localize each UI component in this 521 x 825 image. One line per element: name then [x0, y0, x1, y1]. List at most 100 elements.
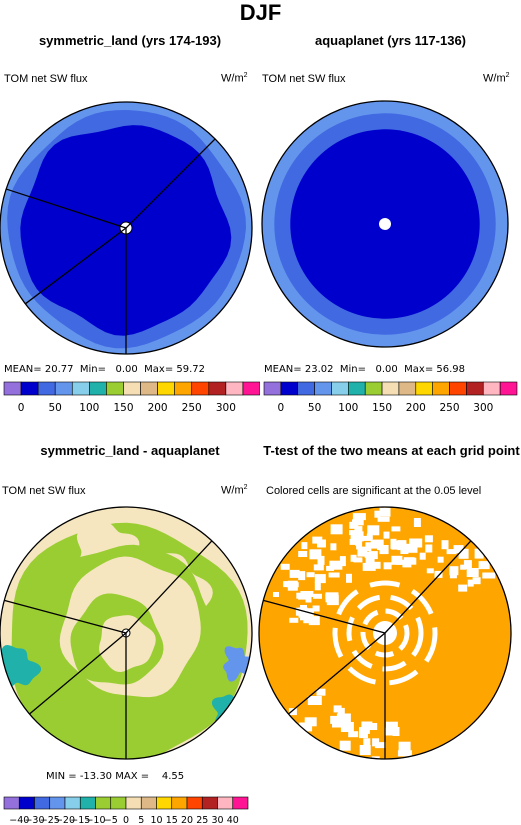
- p1-colorbar-label-10: 250: [182, 402, 202, 414]
- p3-colorbar-label-9: 10: [150, 815, 162, 825]
- p3-colorbar-box-10: [156, 796, 173, 810]
- p4-nonsig-cell: [289, 569, 300, 578]
- p4-nonsig-cell: [365, 723, 378, 730]
- p4-nonsig-ring-2: [332, 580, 438, 686]
- p4-nonsig-cell: [298, 551, 308, 557]
- p4-nonsig-cell: [425, 544, 433, 553]
- panel4-title: T-test of the two means at each grid poi…: [263, 443, 520, 458]
- p2-colorbar-label-4: 100: [338, 402, 358, 414]
- p4-nonsig-cell: [273, 592, 279, 597]
- panel2-stats: MEAN= 23.02 Min= 0.00 Max= 56.98: [264, 364, 466, 375]
- panel2-title: aquaplanet (yrs 117-136): [314, 33, 467, 48]
- p4-nonsig-cell: [348, 731, 359, 738]
- p3-colorbar-box-1: [18, 796, 35, 810]
- p4-nonsig-cell: [364, 552, 377, 558]
- p4-nonsig-cell: [372, 738, 380, 747]
- p4-nonsig-cell: [379, 548, 388, 555]
- p1-colorbar-label-12: 300: [216, 402, 236, 414]
- p1-map-border: [0, 101, 253, 355]
- p4-nonsig-cell: [349, 538, 361, 545]
- p1-colorbar-box-5: [89, 381, 107, 396]
- p4-nonsig-cell: [350, 531, 364, 542]
- panel3-stats: MIN = -13.30 MAX = 4.55: [46, 771, 185, 782]
- p3-colorbar-label-8: 5: [138, 815, 144, 825]
- p3-colorbar-label-3: −20: [55, 815, 75, 825]
- p2-colorbar-box-1: [280, 381, 299, 396]
- p2-colorbar-box-10: [432, 381, 450, 396]
- p4-nonsig-cell: [330, 715, 344, 724]
- p4-nonsig-cell: [413, 518, 421, 527]
- p4-nonsig-cell: [392, 727, 400, 736]
- p4-nonsig-cell: [424, 535, 433, 543]
- p2-pole: [379, 218, 391, 230]
- p4-nonsig-cell: [441, 540, 449, 550]
- p4-nonsig-cell: [299, 607, 308, 618]
- figure-title: DJF: [239, 0, 282, 25]
- p4-nonsig-cell: [301, 542, 308, 550]
- p4-map-border: [258, 506, 512, 760]
- p1-boundary-line-3: [5, 188, 127, 229]
- p4-nonsig-cell: [317, 539, 326, 548]
- p3-boundary-line-2: [29, 632, 127, 715]
- p4-nonsig-cell: [289, 617, 299, 623]
- panel2-units: W/m2: [483, 72, 510, 85]
- p4-nonsig-cell: [372, 561, 381, 569]
- p4-nonsig-cell: [309, 549, 322, 560]
- p4-nonsig-cell: [397, 540, 407, 551]
- p4-nonsig-cell: [328, 572, 340, 578]
- p4-nonsig-cell: [437, 556, 444, 563]
- p4-nonsig-cell: [384, 727, 394, 736]
- p1-colorbar-box-7: [123, 381, 141, 396]
- p4-nonsig-cell: [379, 507, 391, 517]
- p3-colorbar-box-7: [110, 796, 127, 810]
- p4-nonsig-cell: [377, 516, 390, 522]
- p3-colorbar-label-0: −40: [9, 815, 29, 825]
- p4-nonsig-cell: [304, 717, 317, 727]
- p4-nonsig-cell: [358, 535, 372, 541]
- panel1-stats: MEAN= 20.77 Min= 0.00 Max= 59.72: [4, 364, 206, 375]
- p4-nonsig-cell: [316, 688, 326, 696]
- panel1-title: symmetric_land (yrs 174-193): [38, 33, 222, 48]
- p2-colorbar-box-4: [331, 381, 349, 396]
- p4-nonsig-cell: [383, 562, 392, 570]
- p1-colorbar-box-13: [225, 381, 244, 396]
- p3-colorbar-label-13: 30: [211, 815, 223, 825]
- p3-colorbar-box-6: [95, 796, 112, 810]
- p2-colorbar-box-7: [381, 381, 400, 396]
- p3-colorbar-box-5: [79, 796, 96, 810]
- p2-colorbar-box-13: [482, 381, 501, 396]
- p4-nonsig-cell: [312, 605, 320, 612]
- panel3-variable: TOM net SW flux: [2, 485, 86, 497]
- p4-nonsig-cell: [340, 722, 354, 732]
- panel2-map: [261, 100, 509, 348]
- p4-nonsig-cell: [385, 721, 398, 733]
- panel2-colorbar: 0 50 100 150 200 250 300: [263, 381, 518, 414]
- p4-boundary-line-3: [263, 599, 386, 634]
- p4-nonsig-cell: [391, 555, 403, 565]
- p1-colorbar-box-6: [106, 381, 124, 396]
- p4-nonsig-cell: [397, 750, 412, 757]
- p4-nonsig-cell: [313, 593, 322, 599]
- panel2-variable: TOM net SW flux: [262, 73, 346, 85]
- p3-colorbar-box-14: [217, 796, 234, 810]
- p3-colorbar-label-4: −15: [70, 815, 90, 825]
- p4-nonsig-cell: [370, 539, 384, 549]
- p4-nonsig-cell: [362, 562, 376, 571]
- panel3-colorbar: −40−30−25−20−15−10−5 0 5 10 15 20 25 30 40: [3, 796, 249, 825]
- p4-nonsig-cell: [458, 584, 468, 592]
- p1-colorbar-box-4: [71, 381, 90, 396]
- p3-colorbar-label-2: −25: [40, 815, 60, 825]
- panel1-variable: TOM net SW flux: [4, 73, 88, 85]
- p4-nonsig-cell: [482, 572, 496, 579]
- p3-colorbar-box-15: [232, 796, 249, 810]
- p4-nonsig-cell: [426, 568, 434, 574]
- p4-nonsig-cell: [390, 538, 397, 549]
- p4-nonsig-cell: [352, 513, 366, 521]
- p4-nonsig-cell: [317, 555, 325, 565]
- p4-nonsig-cell: [298, 571, 306, 581]
- p4-nonsig-cell: [374, 742, 386, 749]
- p3-colorbar-box-9: [140, 796, 157, 810]
- c3-group: [0, 507, 252, 759]
- p4-nonsig-cell: [307, 696, 322, 705]
- p3-colorbar-box-13: [201, 796, 218, 810]
